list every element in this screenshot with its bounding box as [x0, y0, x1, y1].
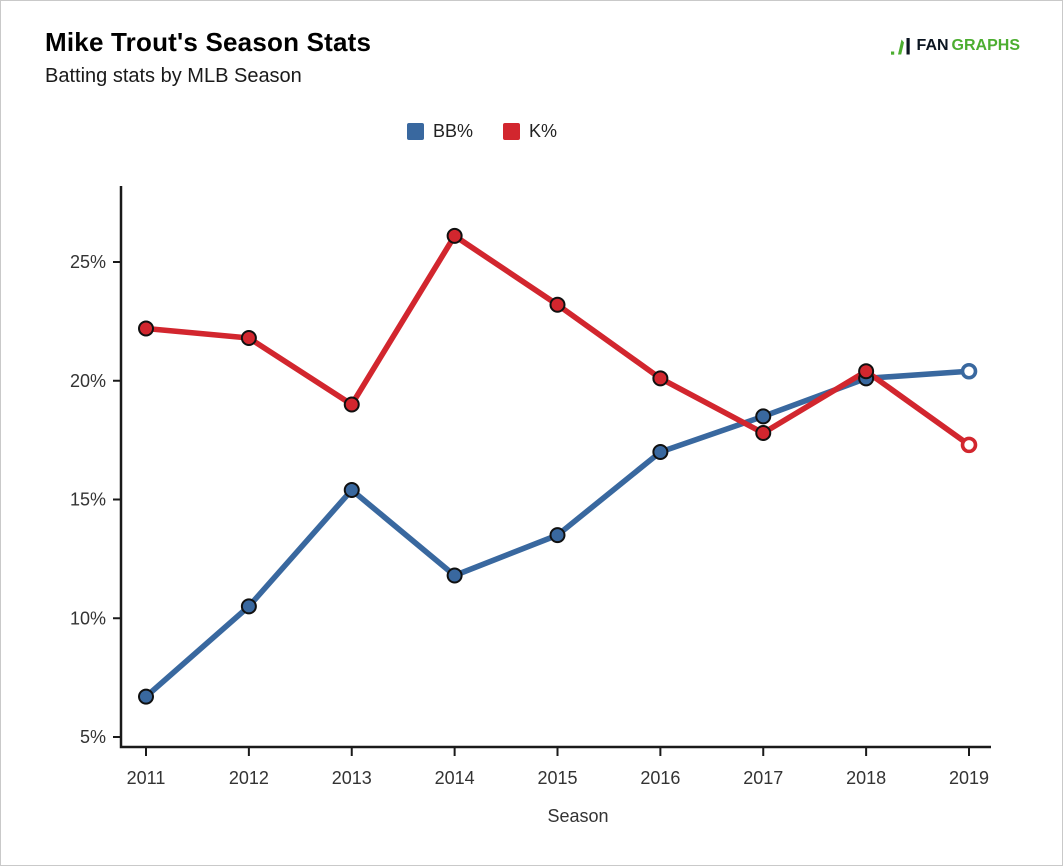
y-axis-tick-label: 10% [70, 608, 106, 628]
legend-swatch-bb-icon [407, 123, 424, 140]
page-subtitle: Batting stats by MLB Season [45, 65, 302, 87]
point-k-2016 [652, 370, 669, 387]
legend-item-k[interactable]: K% [503, 121, 557, 142]
point-k-2015 [549, 296, 566, 313]
point-bb-2016 [652, 444, 669, 460]
x-axis-tick-label: 2018 [846, 768, 886, 788]
axis-lines [119, 186, 991, 749]
point-bb-2012 [240, 598, 257, 615]
fangraphs-logo-icon [890, 38, 910, 55]
fangraphs-logo-fan-text: FAN [916, 37, 949, 54]
chart-legend: BB% K% [407, 121, 557, 142]
y-axis-tick-label: 5% [80, 727, 106, 747]
point-bb-2011 [138, 688, 154, 705]
point-k-2019 [960, 436, 978, 454]
x-axis-tick-label: 2019 [949, 768, 989, 788]
x-axis-tick-label: 2012 [229, 768, 269, 788]
point-k-2018 [858, 363, 875, 380]
point-k-2011 [138, 320, 154, 337]
point-k-2013 [343, 396, 360, 413]
legend-label-k: K% [529, 121, 558, 141]
fangraphs-logo-graphs-text: GRAPHS [951, 37, 1020, 54]
x-axis-tick-label: 2014 [435, 768, 475, 788]
page-title: Mike Trout's Season Stats [45, 27, 372, 57]
point-k-2014 [446, 227, 463, 244]
point-k-2017 [755, 425, 772, 441]
x-axis-tick-label: 2017 [743, 768, 783, 788]
x-axis-tick-label: 2016 [640, 768, 680, 788]
x-axis-tick-label: 2011 [127, 768, 166, 788]
y-axis-tick-label: 25% [70, 252, 106, 272]
fangraphs-logo[interactable]: FAN GRAPHS [890, 36, 1020, 56]
point-bb-2017 [755, 408, 772, 425]
x-axis-tick-label: 2013 [332, 768, 372, 788]
x-axis-title: Season [547, 806, 608, 826]
x-axis-tick-label: 2015 [537, 768, 577, 788]
point-k-2012 [240, 330, 257, 346]
point-bb-2013 [343, 482, 360, 498]
point-bb-2019 [960, 362, 978, 380]
legend-swatch-k-icon [503, 123, 521, 140]
legend-item-bb[interactable]: BB% [407, 121, 473, 142]
y-axis-tick-label: 15% [70, 490, 106, 510]
y-axis-tick-label: 20% [70, 371, 106, 391]
point-bb-2015 [549, 527, 566, 544]
k-line [143, 233, 972, 448]
legend-label-bb: BB% [433, 121, 474, 141]
point-bb-2014 [446, 567, 463, 584]
